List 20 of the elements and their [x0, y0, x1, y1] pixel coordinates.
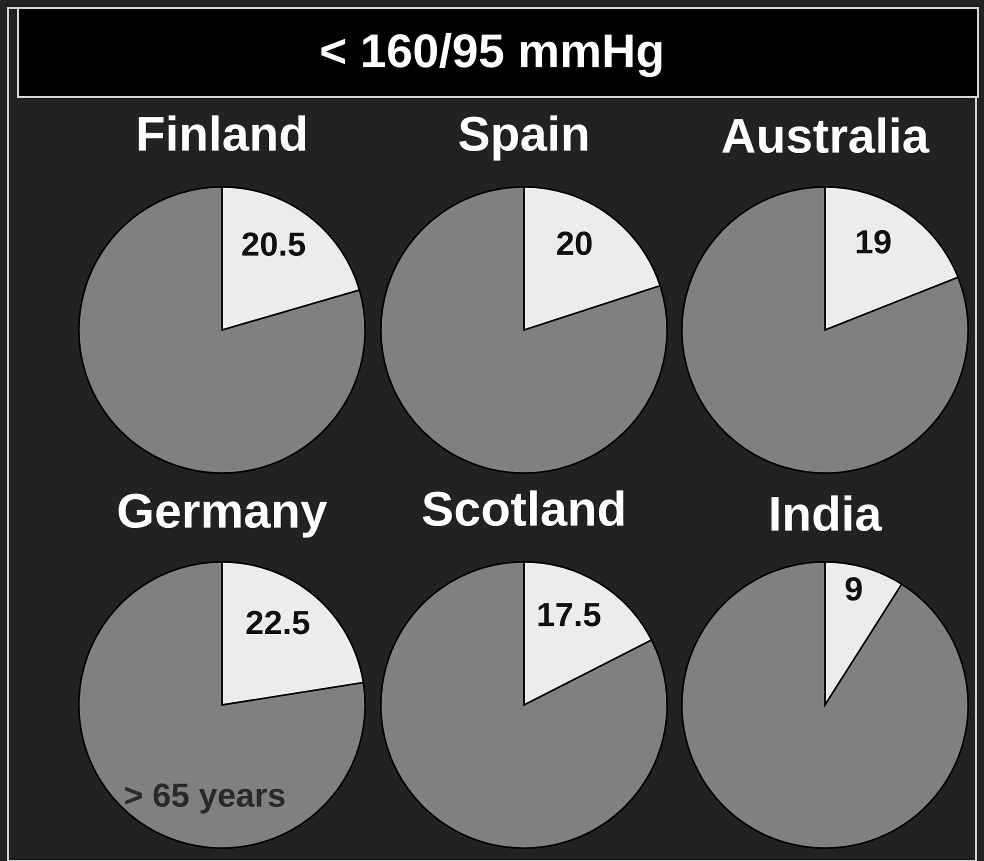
pie-slice	[681, 561, 969, 849]
chart-title: Australia	[722, 117, 930, 154]
pie-slice	[78, 186, 366, 474]
data-label: 9	[846, 577, 862, 601]
data-label: 17.5	[538, 603, 600, 626]
chart-title: Finland	[138, 115, 306, 152]
text: > 65 years	[125, 783, 285, 814]
chart-title: Germany	[118, 494, 328, 538]
pie-slice	[681, 186, 969, 474]
chart-title: Spain	[459, 115, 588, 161]
chart-title: Scotland	[422, 490, 624, 526]
text: < 160/95 mmHg	[321, 32, 662, 78]
pie-slice	[78, 561, 366, 849]
data-label: 20.5	[242, 232, 306, 256]
pie-slice	[380, 561, 668, 849]
pie-slice	[380, 186, 668, 474]
chart-title: India	[772, 495, 882, 532]
data-label: 22.5	[246, 610, 310, 634]
data-label: 20	[557, 232, 592, 256]
data-label: 19	[856, 230, 891, 254]
